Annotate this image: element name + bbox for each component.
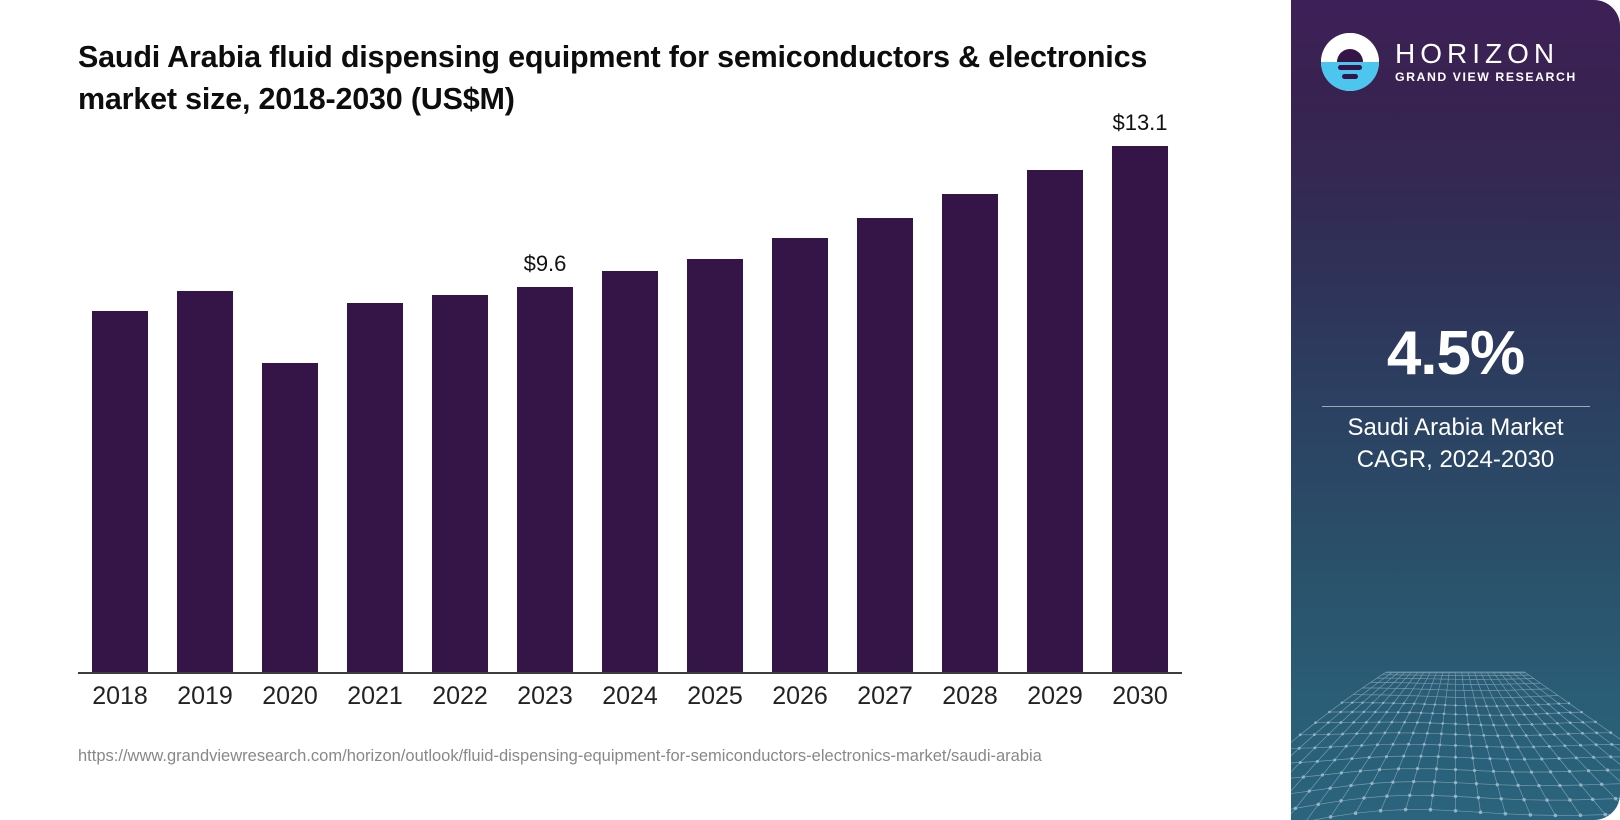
- logo-bar-2: [1342, 74, 1358, 80]
- bar-slot: [418, 118, 502, 672]
- cagr-caption-line-2: CAGR, 2024-2030: [1356, 446, 1555, 473]
- bar-value-label: $9.6: [523, 250, 567, 276]
- x-axis-label: 2025: [687, 682, 743, 710]
- x-axis-line: [78, 672, 1182, 674]
- x-axis-label: 2018: [92, 682, 148, 710]
- cagr-caption: Saudi Arabia Market CAGR, 2024-2030: [1291, 412, 1620, 476]
- bar-slot: [588, 118, 672, 672]
- bar[interactable]: [942, 194, 998, 672]
- bar[interactable]: [432, 294, 488, 672]
- x-axis-label: 2020: [262, 682, 318, 710]
- cagr-divider: [1322, 406, 1590, 407]
- logo-sun-shape: [1337, 49, 1363, 63]
- bar-slot: $13.1: [1098, 110, 1182, 672]
- wireframe-mesh-graphic: [1291, 671, 1620, 820]
- x-axis-label: 2022: [432, 682, 488, 710]
- bar-slot: [78, 118, 162, 672]
- x-axis-label: 2026: [772, 682, 828, 710]
- cagr-value: 4.5%: [1386, 319, 1525, 388]
- bar[interactable]: [857, 218, 913, 672]
- bar-slot: [843, 118, 927, 672]
- chart-card: Saudi Arabia fluid dispensing equipment …: [78, 40, 1182, 765]
- bar[interactable]: [347, 302, 403, 672]
- bar[interactable]: [262, 362, 318, 672]
- page-title: Saudi Arabia fluid dispensing equipment …: [78, 40, 1148, 116]
- bar[interactable]: [687, 258, 743, 672]
- x-axis-label: 2030: [1112, 682, 1168, 710]
- x-axis-label: 2021: [347, 682, 403, 710]
- x-axis-label: 2024: [602, 682, 658, 710]
- x-axis-label: 2023: [517, 682, 573, 710]
- cagr-caption-line-1: Saudi Arabia Market: [1347, 414, 1564, 441]
- bar-slot: [673, 118, 757, 672]
- x-axis-label: 2029: [1027, 682, 1083, 710]
- logo-bar-1: [1338, 65, 1362, 71]
- logo-wordmark: HORIZON GRAND VIEW RESEARCH: [1395, 39, 1577, 85]
- logo-name: HORIZON: [1395, 38, 1560, 69]
- bar-slot: $9.6: [503, 118, 587, 672]
- bar-series: $9.6 $13.1: [78, 110, 1182, 672]
- bar[interactable]: [92, 310, 148, 672]
- bar-slot: [1013, 118, 1097, 672]
- logo-tagline: GRAND VIEW RESEARCH: [1395, 70, 1577, 84]
- bar[interactable]: [772, 238, 828, 672]
- bar-slot: [333, 118, 417, 672]
- bar-slot: [163, 118, 247, 672]
- brand-logo: HORIZON GRAND VIEW RESEARCH: [1321, 30, 1591, 94]
- bar-slot: [248, 118, 332, 672]
- bar-value-label: $13.1: [1112, 110, 1168, 136]
- bar-chart-plot: $9.6 $13.1: [78, 110, 1182, 674]
- bar[interactable]: [602, 270, 658, 672]
- x-axis-tick-labels: 2018 2019 2020 2021 2022 2023 2024 2025 2026 2027…: [78, 682, 1182, 711]
- bar-slot: [758, 118, 842, 672]
- source-url[interactable]: https://www.grandviewresearch.com/horizo…: [78, 747, 1042, 765]
- bar-slot: [928, 118, 1012, 672]
- bar[interactable]: [177, 290, 233, 672]
- x-axis-label: 2027: [857, 682, 913, 710]
- x-axis-label: 2019: [177, 682, 233, 710]
- x-axis-label: 2028: [942, 682, 998, 710]
- bar[interactable]: [1027, 170, 1083, 672]
- bar[interactable]: [517, 286, 573, 672]
- brand-sidebar: HORIZON GRAND VIEW RESEARCH 4.5% Saudi A…: [1291, 0, 1620, 820]
- bar[interactable]: [1112, 146, 1168, 672]
- horizon-sun-icon: [1321, 33, 1379, 91]
